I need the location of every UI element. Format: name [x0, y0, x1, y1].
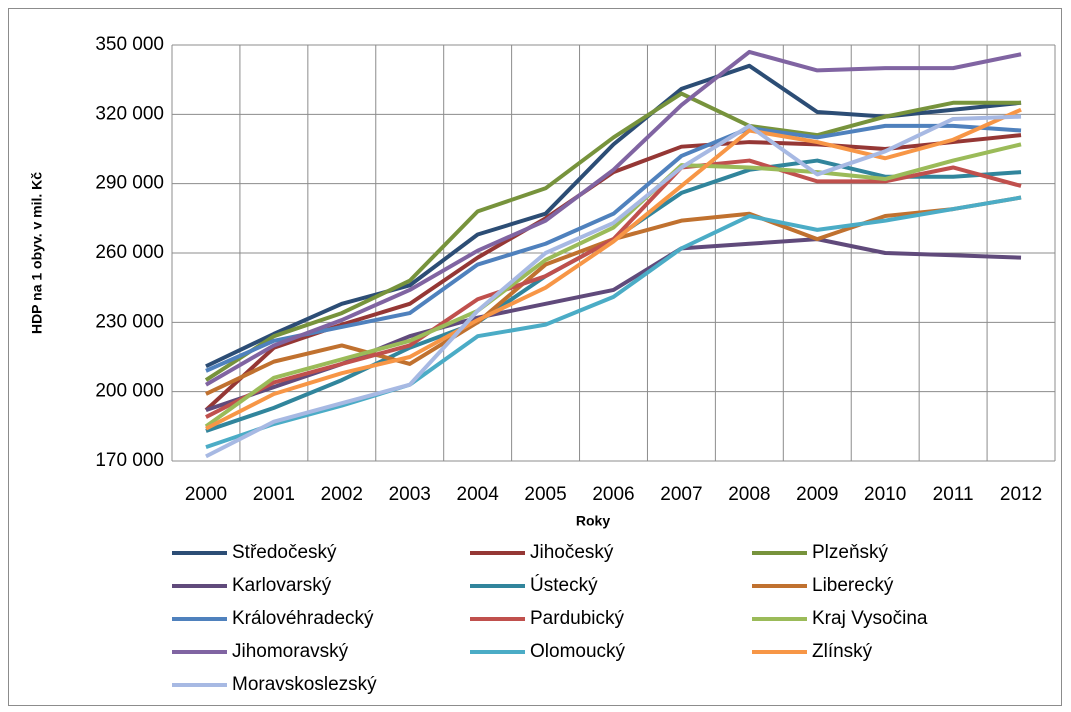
- x-tick-label: 2003: [389, 484, 431, 505]
- legend-label: Karlovarský: [232, 575, 332, 596]
- legend-label: Liberecký: [812, 575, 894, 596]
- legend-label: Zlínský: [812, 641, 873, 662]
- y-tick-label: 200 000: [95, 381, 164, 402]
- legend-label: Jihomoravský: [232, 641, 349, 662]
- series-line: [205, 107, 1022, 431]
- legend-label: Olomoucký: [530, 641, 626, 662]
- y-tick-label: 290 000: [95, 173, 164, 194]
- legend-label: Pardubický: [530, 608, 624, 629]
- legend-label: Ústecký: [530, 574, 598, 596]
- legend-label: Plzeňský: [812, 542, 889, 563]
- legend-label: Jihočeský: [530, 542, 614, 563]
- x-tick-label: 2010: [864, 484, 906, 505]
- x-tick-label: 2012: [1000, 484, 1042, 505]
- x-tick-label: 2008: [728, 484, 770, 505]
- legend-label: Královéhradecký: [232, 608, 374, 629]
- series-line: [204, 49, 1022, 387]
- legend-label: Středočeský: [232, 542, 337, 563]
- x-tick-label: 2011: [933, 484, 974, 505]
- x-tick-label: 2001: [253, 484, 295, 505]
- legend-label: Moravskoslezský: [232, 674, 377, 695]
- legend-label: Kraj Vysočina: [812, 608, 928, 629]
- series-line: [205, 114, 1022, 459]
- x-tick-label: 2006: [592, 484, 634, 505]
- y-tick-label: 170 000: [95, 450, 164, 471]
- series-line: [205, 123, 1022, 373]
- x-axis-label: Roky: [576, 513, 610, 529]
- y-axis-label: HDP na 1 obyv. v mil. Kč: [29, 172, 45, 334]
- series-line: [205, 195, 1022, 450]
- x-tick-label: 2009: [796, 484, 838, 505]
- series-line: [204, 91, 1022, 382]
- y-tick-label: 320 000: [95, 103, 164, 124]
- x-tick-label: 2007: [660, 484, 702, 505]
- series-line: [204, 142, 1022, 428]
- x-tick-label: 2004: [457, 484, 500, 505]
- x-tick-label: 2000: [185, 484, 227, 505]
- y-tick-label: 350 000: [95, 34, 164, 55]
- y-tick-label: 230 000: [95, 311, 164, 332]
- y-tick-label: 260 000: [95, 242, 164, 263]
- x-tick-label: 2002: [321, 484, 363, 505]
- x-tick-label: 2005: [524, 484, 566, 505]
